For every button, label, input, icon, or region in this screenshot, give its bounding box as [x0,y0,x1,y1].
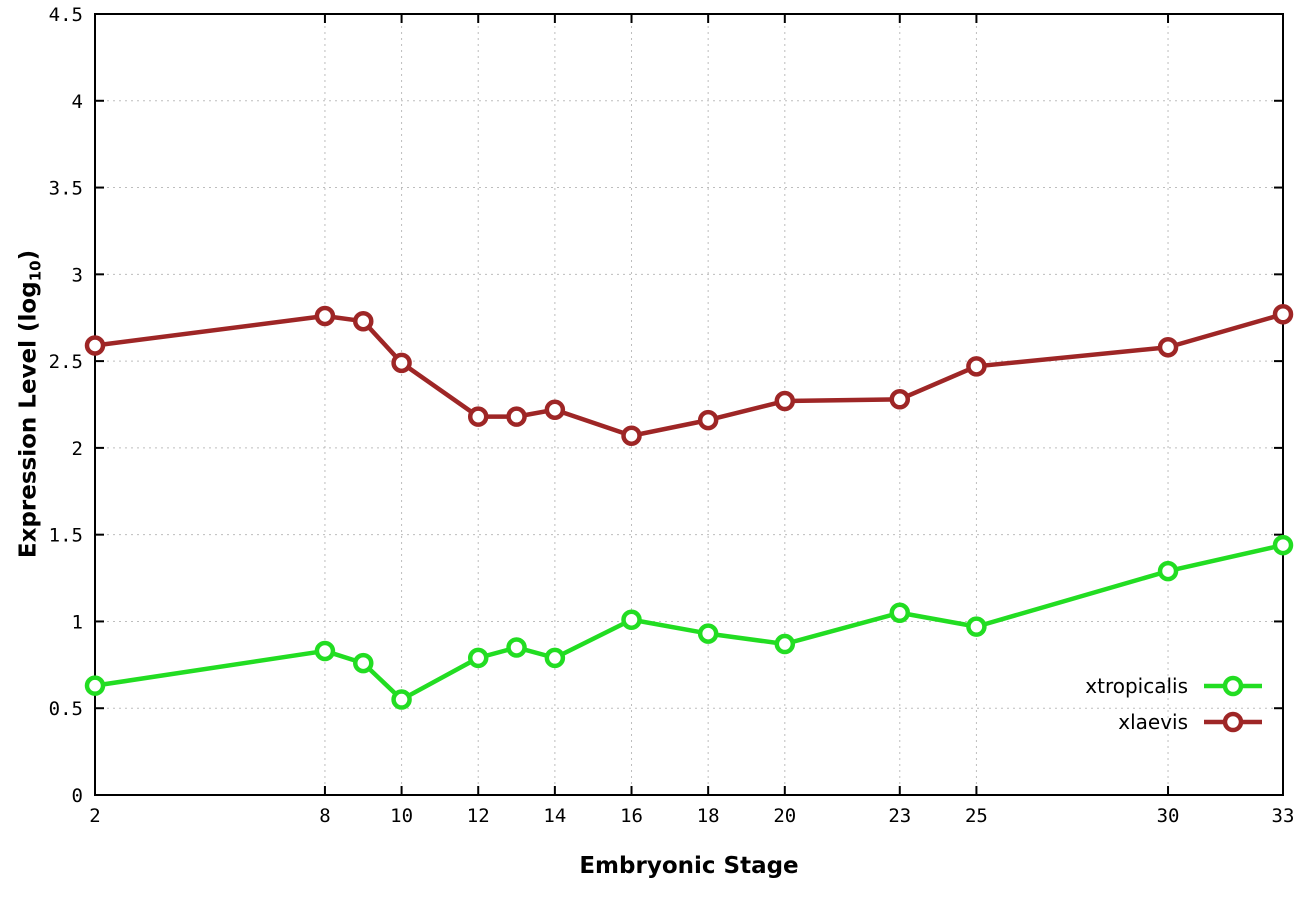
x-axis-title: Embryonic Stage [579,853,799,879]
data-point-xlaevis [353,310,374,332]
data-point-xlaevis [506,406,527,427]
y-tick-label: 4 [72,91,83,113]
data-point-xtropicalis [544,647,566,669]
x-tick-label: 2 [89,805,100,827]
y-tick-label: 3.5 [49,178,83,200]
data-point-xtropicalis [1157,560,1179,582]
legend-item-xlaevis: xlaevis [1118,710,1264,734]
data-point-xlaevis [621,425,642,446]
data-point-xlaevis [1272,304,1294,325]
legend-label: xlaevis [1118,710,1188,734]
y-axis-title-subscript: 10 [26,260,45,282]
legend: xtropicalis xlaevis [1085,674,1264,734]
data-point-xlaevis [966,356,987,377]
data-point-xlaevis [889,389,911,410]
data-point-xtropicalis [889,602,911,624]
x-tick-label: 23 [888,805,911,827]
y-tick-label: 1.5 [49,525,83,547]
legend-item-xtropicalis: xtropicalis [1085,674,1264,698]
legend-label: xtropicalis [1085,674,1188,698]
data-point-xtropicalis [697,623,719,644]
x-tick-label: 10 [390,805,413,827]
legend-marker-xtropicalis [1204,675,1262,697]
x-tick-label: 12 [467,805,490,827]
data-point-xlaevis [1157,336,1179,358]
x-tick-label: 18 [697,805,720,827]
data-point-xtropicalis [1272,534,1294,556]
data-point-xlaevis [544,399,566,420]
data-point-xtropicalis [467,647,489,669]
x-tick-label: 20 [773,805,796,827]
series-line-xlaevis [92,312,1286,438]
y-axis-title-text: Expression Level (log [15,281,42,559]
data-point-xlaevis [84,335,106,356]
data-point-xtropicalis [314,640,336,662]
y-tick-label: 2.5 [49,351,83,373]
plot-border [94,13,1284,796]
data-point-xlaevis [697,409,719,431]
x-tick-label: 16 [620,805,643,827]
data-point-xtropicalis [506,637,527,658]
x-tick-label: 33 [1272,805,1295,827]
data-point-xtropicalis [966,616,987,637]
y-tick-label: 2 [72,438,83,460]
data-point-xlaevis [774,390,796,412]
x-tick-label: 30 [1157,805,1180,827]
data-point-xlaevis [467,406,489,427]
x-tick-label: 25 [965,805,988,827]
y-tick-label: 0.5 [49,698,83,720]
y-tick-label: 4.5 [49,4,83,26]
legend-marker-xlaevis [1204,711,1262,733]
data-point-xtropicalis [774,633,796,655]
x-tick-label: 8 [319,805,330,827]
x-tick-label: 14 [543,805,566,827]
y-tick-label: 3 [72,264,83,286]
y-tick-label: 0 [72,785,83,807]
y-axis-title-suffix: ) [15,249,42,261]
data-point-xtropicalis [84,675,106,696]
data-point-xtropicalis [391,689,412,710]
y-tick-label: 1 [72,611,83,633]
data-point-xlaevis [391,352,412,374]
y-axis-title: Expression Level (log10) [16,250,45,558]
data-point-xtropicalis [621,609,642,630]
data-point-xlaevis [314,305,336,327]
data-point-xtropicalis [353,652,374,674]
